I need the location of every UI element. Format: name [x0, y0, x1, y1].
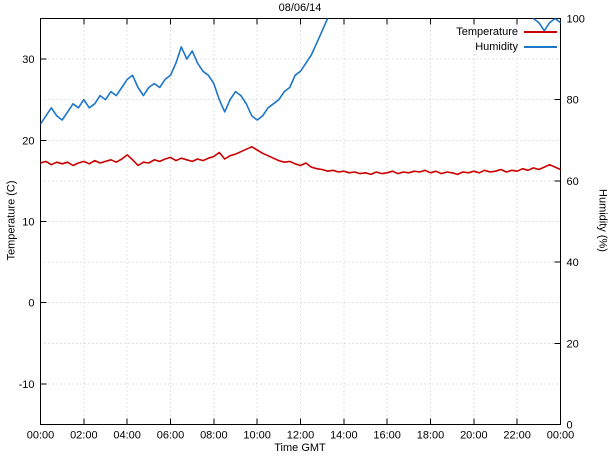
left-y-tick-label: 30 — [22, 54, 34, 66]
x-tick-label: 18:00 — [417, 430, 445, 442]
x-tick-label: 10:00 — [243, 430, 271, 442]
grid — [40, 18, 561, 425]
x-tick-label: 16:00 — [373, 430, 401, 442]
right-y-tick-label: 0 — [567, 420, 573, 432]
legend-line-sample — [524, 45, 557, 48]
right-y-tick-label: 40 — [567, 257, 579, 269]
left-y-tick-label: -10 — [19, 379, 35, 391]
legend-line-sample — [524, 30, 557, 33]
left-y-axis-label: Temperature (C) — [5, 180, 18, 261]
left-y-tick-label: 20 — [22, 135, 34, 147]
right-y-tick-label: 100 — [567, 14, 585, 26]
axis-ticks — [40, 18, 561, 425]
x-tick-label: 06:00 — [157, 430, 185, 442]
right-y-tick-label: 60 — [567, 176, 579, 188]
x-tick-label: 04:00 — [113, 430, 141, 442]
x-tick-label: 00:00 — [547, 430, 575, 442]
x-tick-label: 20:00 — [460, 430, 488, 442]
legend-item-temperature: Temperature — [456, 24, 557, 39]
plot-border — [40, 18, 561, 425]
x-tick-label: 00:00 — [27, 430, 55, 442]
humidity-line — [40, 18, 561, 125]
left-y-tick-label: 0 — [28, 298, 34, 310]
x-tick-label: 02:00 — [70, 430, 98, 442]
x-tick-label: 14:00 — [330, 430, 358, 442]
right-y-tick-label: 80 — [567, 95, 579, 107]
x-tick-label: 22:00 — [503, 430, 531, 442]
right-y-tick-label: 20 — [567, 338, 579, 350]
left-y-tick-label: 10 — [22, 217, 34, 229]
legend-label: Humidity — [475, 40, 518, 53]
legend: Temperature Humidity — [456, 24, 557, 54]
x-tick-label: 08:00 — [200, 430, 228, 442]
x-tick-label: 12:00 — [287, 430, 315, 442]
legend-item-humidity: Humidity — [456, 39, 557, 54]
right-y-axis-label: Humidity (%) — [596, 189, 609, 252]
temperature-line — [40, 146, 561, 176]
chart-title: 08/06/14 — [278, 2, 322, 14]
legend-label: Temperature — [456, 25, 518, 38]
x-axis-label: Time GMT — [274, 442, 326, 454]
tick-labels: 00:00 02:00 04:00 06:00 08:00 10:00 12:00 14:00… — [19, 14, 585, 442]
